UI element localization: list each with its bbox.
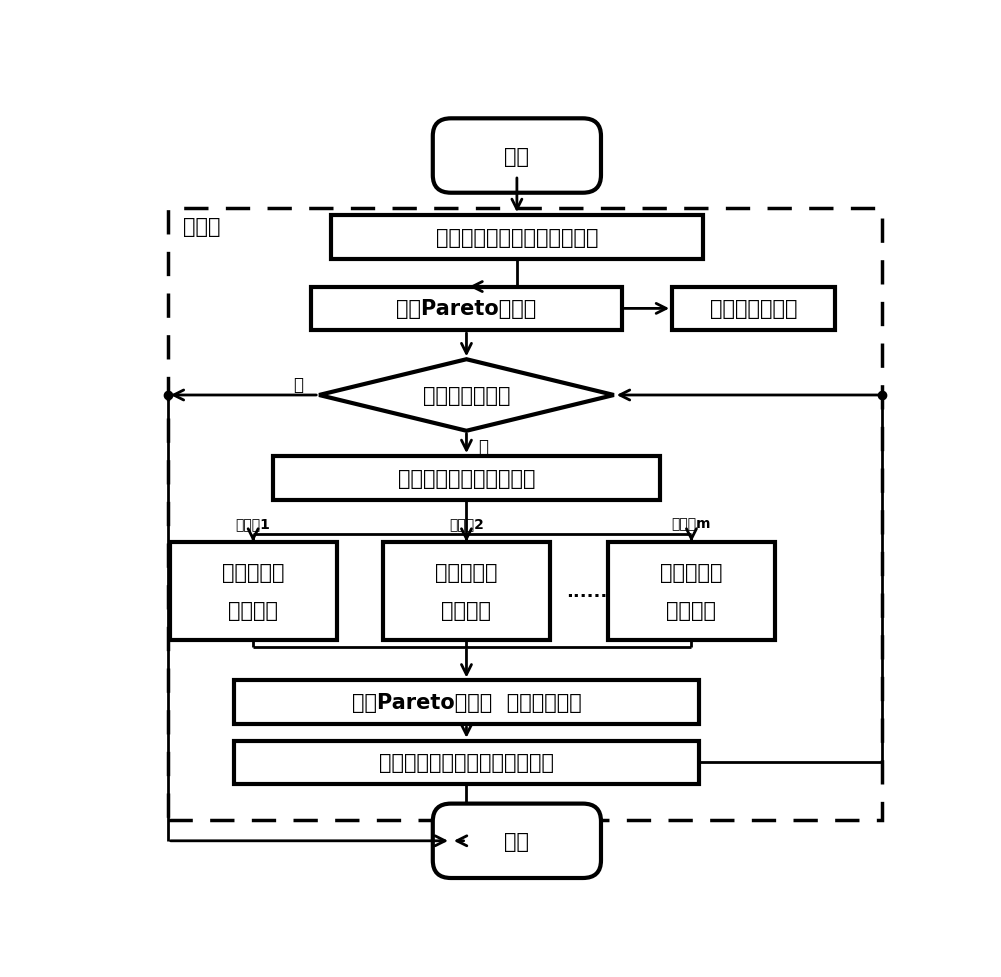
Text: 粒子群算法: 粒子群算法 bbox=[661, 563, 723, 582]
Text: 溢解规则: 溢解规则 bbox=[667, 600, 717, 620]
Bar bbox=[168, 209, 882, 821]
Text: 根据非支配排序，更新外部档案: 根据非支配排序，更新外部档案 bbox=[379, 752, 554, 773]
Text: 基本脙1: 基本脙1 bbox=[235, 516, 270, 531]
Text: 表层膜: 表层膜 bbox=[183, 216, 221, 236]
Bar bbox=[672, 287, 835, 331]
Bar bbox=[330, 216, 703, 260]
Polygon shape bbox=[319, 360, 614, 431]
Bar bbox=[311, 287, 622, 331]
Bar bbox=[272, 456, 661, 500]
Text: 粒子群算法: 粒子群算法 bbox=[222, 563, 284, 582]
Bar bbox=[233, 741, 699, 785]
Text: ......: ...... bbox=[567, 582, 608, 600]
Text: 溢解规则: 溢解规则 bbox=[441, 600, 491, 620]
Text: 基本膜m: 基本膜m bbox=[672, 516, 711, 531]
Text: 是: 是 bbox=[293, 375, 303, 394]
Text: 计算Pareto前沿点: 计算Pareto前沿点 bbox=[396, 299, 537, 319]
Bar bbox=[170, 542, 336, 640]
Text: 基本脙2: 基本脙2 bbox=[449, 516, 483, 531]
Text: 满足终止条件？: 满足终止条件？ bbox=[422, 386, 511, 405]
Text: 字符对象初始化，适应度评估: 字符对象初始化，适应度评估 bbox=[435, 228, 599, 247]
Bar bbox=[233, 681, 699, 724]
Text: 溢解规则: 溢解规则 bbox=[228, 600, 278, 620]
Text: 否: 否 bbox=[478, 438, 488, 455]
Bar bbox=[383, 542, 550, 640]
Text: 结束: 结束 bbox=[505, 831, 530, 851]
Text: 粒子群算法: 粒子群算法 bbox=[435, 563, 497, 582]
FancyBboxPatch shape bbox=[432, 804, 601, 878]
FancyBboxPatch shape bbox=[432, 119, 601, 193]
Text: 调用分裂规则创建基本膜: 调用分裂规则创建基本膜 bbox=[397, 468, 536, 488]
Bar bbox=[608, 542, 775, 640]
Text: 初始化外部档案: 初始化外部档案 bbox=[710, 299, 797, 319]
Text: 计算Pareto前沿点  放入外部档案: 计算Pareto前沿点 放入外部档案 bbox=[351, 693, 582, 712]
Text: 开始: 开始 bbox=[505, 147, 530, 166]
